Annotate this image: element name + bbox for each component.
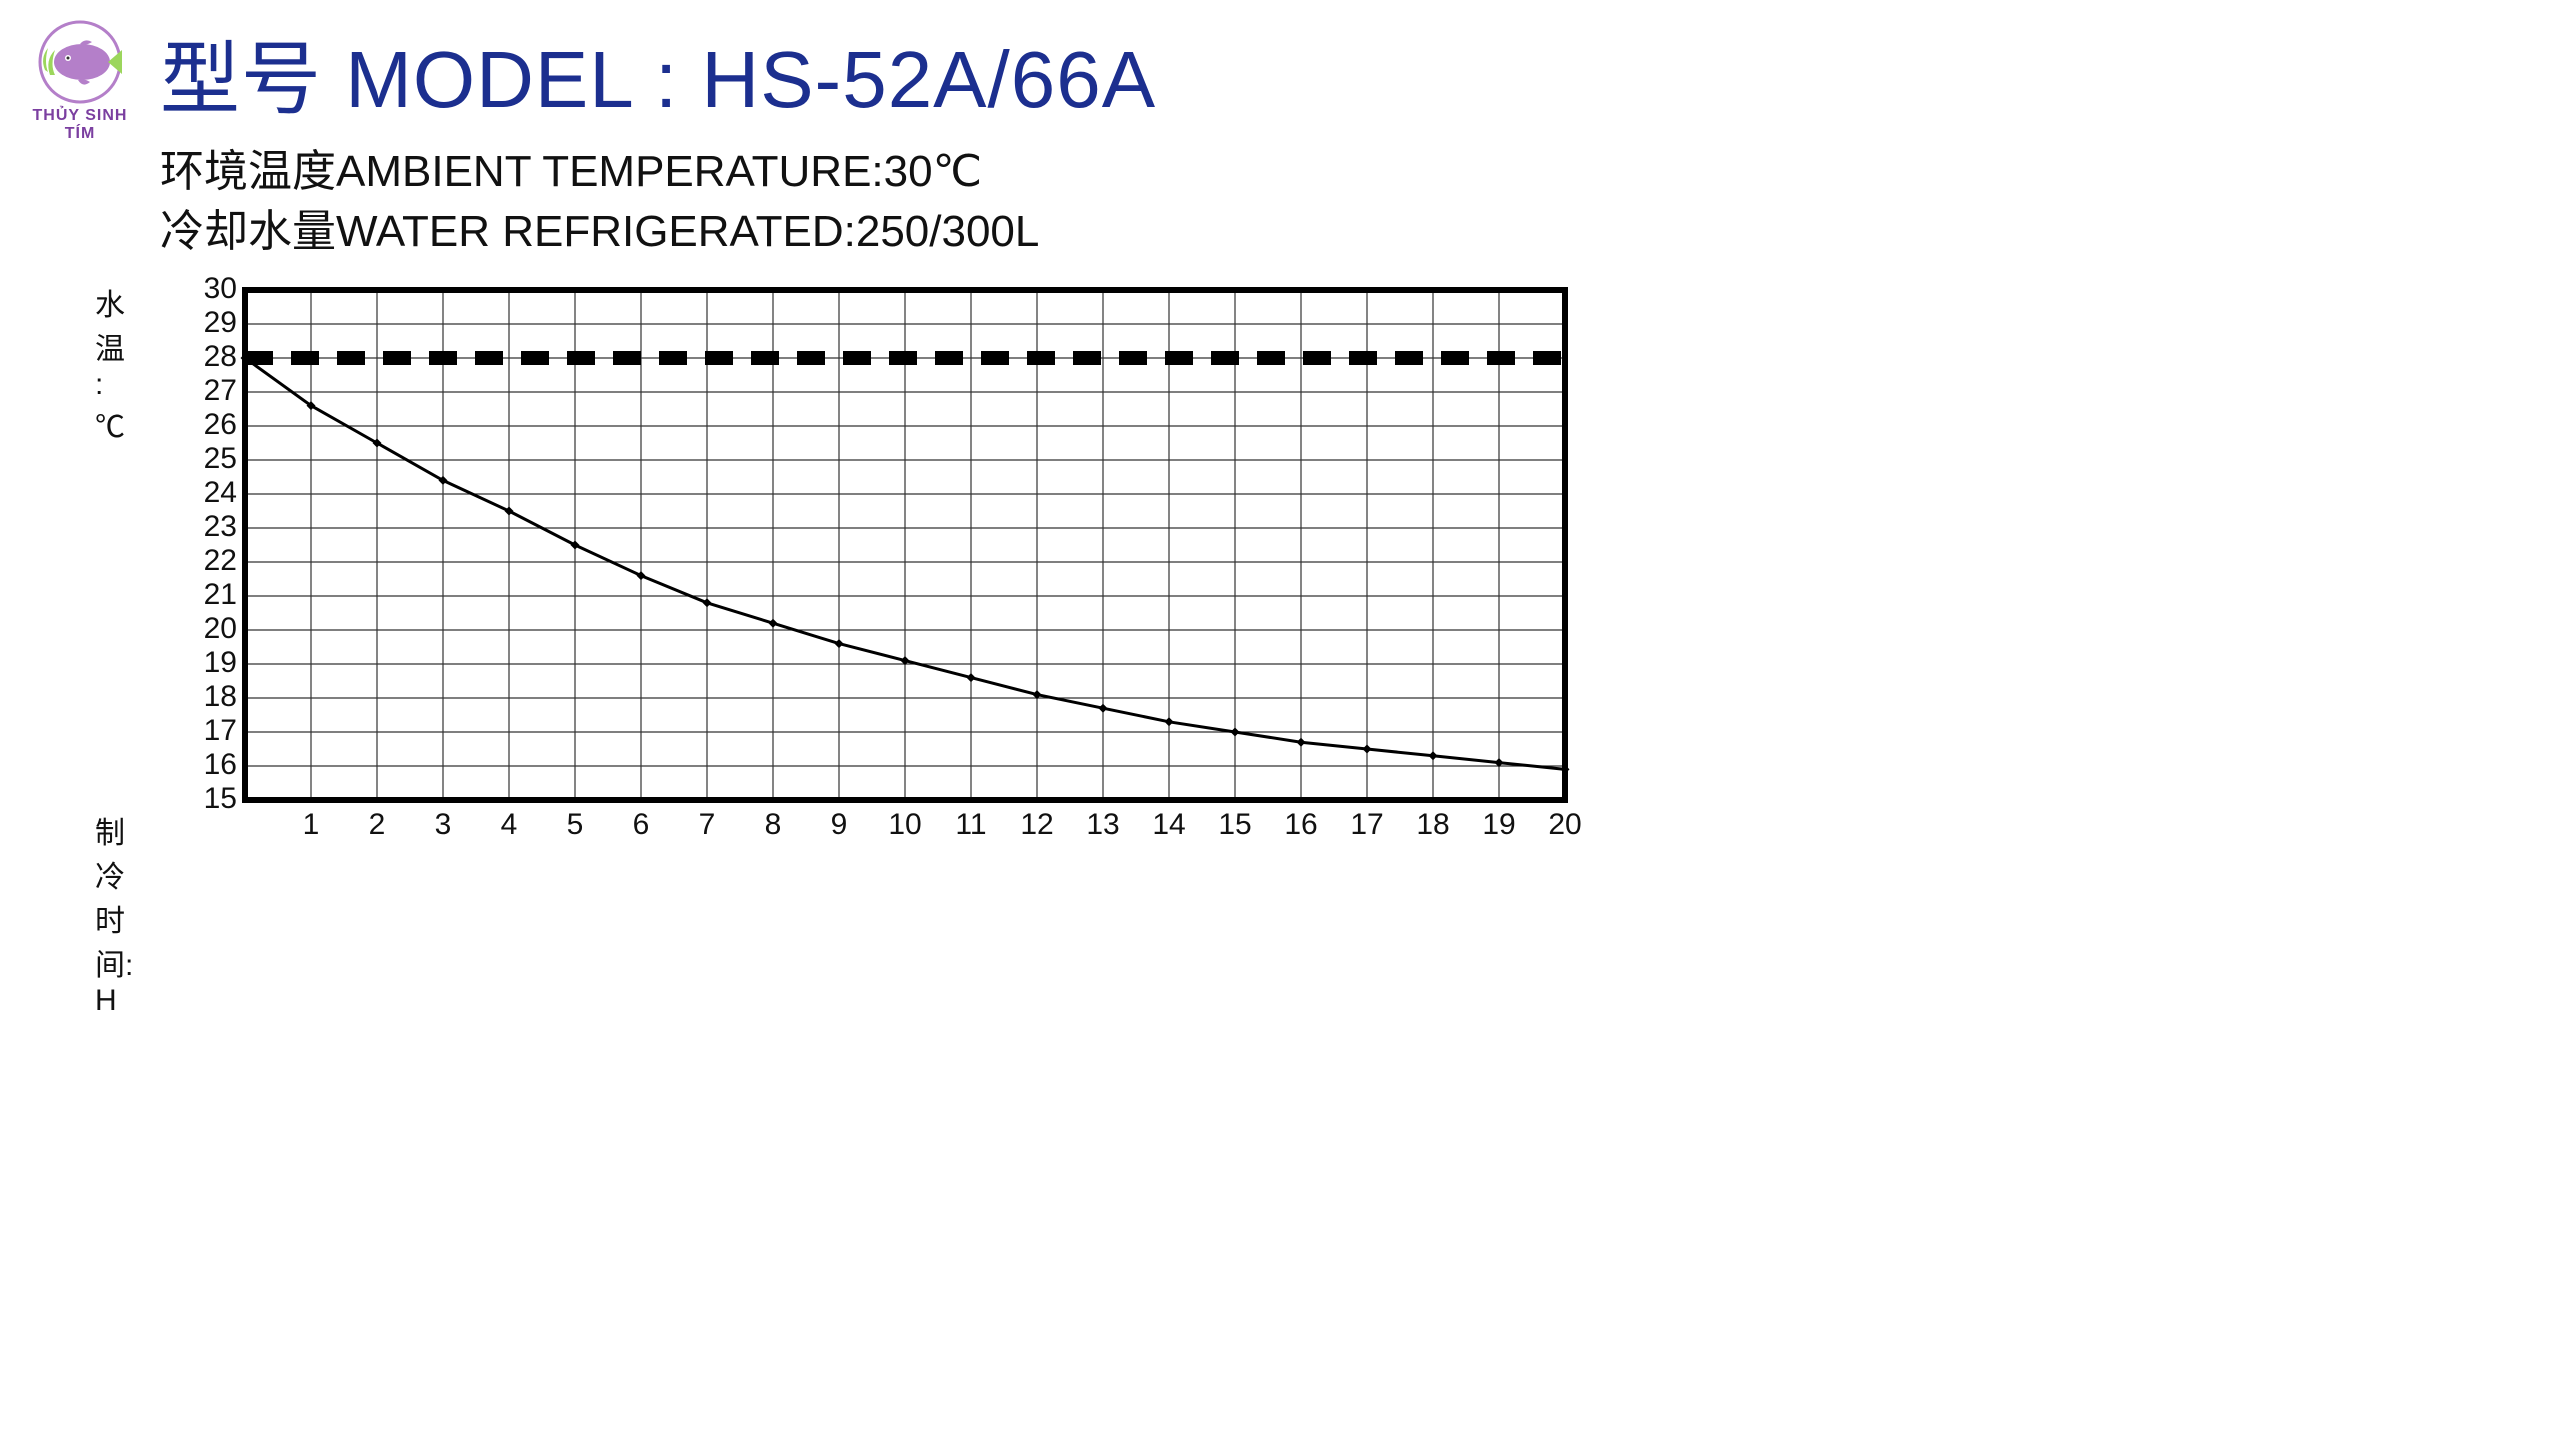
x-tick-label: 7 xyxy=(682,808,732,842)
y-tick-label: 30 xyxy=(187,272,237,306)
chart-plot-area xyxy=(95,280,1575,810)
x-tick-label: 11 xyxy=(946,808,996,842)
y-tick-label: 20 xyxy=(187,612,237,646)
water-refrigerated-label: 冷却水量WATER REFRIGERATED:250/300L xyxy=(160,195,1039,259)
fish-logo-icon xyxy=(30,20,130,105)
y-tick-label: 27 xyxy=(187,374,237,408)
x-tick-label: 3 xyxy=(418,808,468,842)
model-title: 型号 MODEL : HS-52A/66A xyxy=(160,15,1156,131)
brand-logo: THỦY SINH TÍM xyxy=(25,20,135,143)
x-tick-label: 17 xyxy=(1342,808,1392,842)
y-tick-label: 15 xyxy=(187,782,237,816)
y-tick-label: 22 xyxy=(187,544,237,578)
y-tick-label: 25 xyxy=(187,442,237,476)
x-tick-label: 5 xyxy=(550,808,600,842)
ambient-temp-label: 环境温度AMBIENT TEMPERATURE:30℃ xyxy=(160,135,982,199)
x-tick-label: 15 xyxy=(1210,808,1260,842)
y-tick-label: 24 xyxy=(187,476,237,510)
x-tick-label: 14 xyxy=(1144,808,1194,842)
x-tick-label: 8 xyxy=(748,808,798,842)
x-tick-label: 19 xyxy=(1474,808,1524,842)
x-tick-label: 2 xyxy=(352,808,402,842)
y-tick-label: 28 xyxy=(187,340,237,374)
x-tick-label: 6 xyxy=(616,808,666,842)
y-tick-label: 18 xyxy=(187,680,237,714)
x-tick-label: 13 xyxy=(1078,808,1128,842)
y-tick-label: 17 xyxy=(187,714,237,748)
x-tick-label: 18 xyxy=(1408,808,1458,842)
x-tick-label: 16 xyxy=(1276,808,1326,842)
x-axis-title: 制冷时间: H xyxy=(95,808,133,1018)
x-tick-label: 9 xyxy=(814,808,864,842)
y-tick-label: 21 xyxy=(187,578,237,612)
x-tick-label: 4 xyxy=(484,808,534,842)
y-tick-label: 26 xyxy=(187,408,237,442)
y-tick-label: 16 xyxy=(187,748,237,782)
y-tick-label: 23 xyxy=(187,510,237,544)
x-tick-label: 20 xyxy=(1540,808,1590,842)
y-tick-label: 19 xyxy=(187,646,237,680)
brand-name: THỦY SINH TÍM xyxy=(25,107,135,143)
y-tick-label: 29 xyxy=(187,306,237,340)
x-tick-label: 12 xyxy=(1012,808,1062,842)
x-tick-label: 1 xyxy=(286,808,336,842)
x-tick-label: 10 xyxy=(880,808,930,842)
